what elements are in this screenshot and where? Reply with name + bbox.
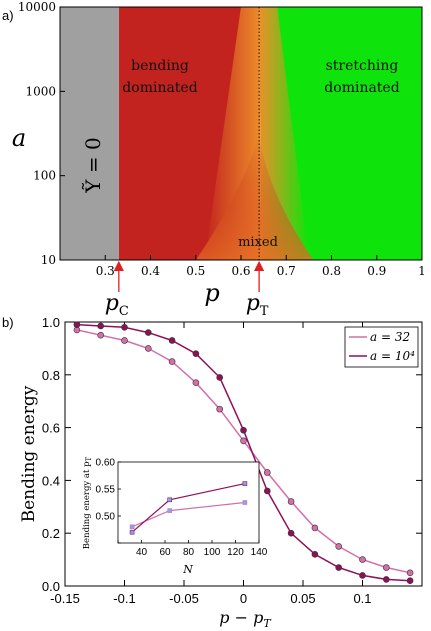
series-point-1 xyxy=(97,322,104,330)
series-point-1 xyxy=(168,337,176,344)
series-point-0 xyxy=(335,543,343,550)
heatmap-axes: 0.3 0.4 0.5 0.6 0.7 0.8 0.9 1 10 100 1000 10000 xyxy=(18,0,426,278)
series-point-0 xyxy=(287,498,295,505)
y-tick-label: 0.6 xyxy=(42,421,60,436)
y-tick-label: 0.0 xyxy=(42,579,60,594)
bending-axes: -0.15 -0.1 -0.05 0 0.05 0.1 0.0 0.2 0.4 0.6 0.8 1.0 xyxy=(42,315,422,606)
inset-x-tick-label: 40 xyxy=(136,547,148,558)
series-point-0 xyxy=(311,524,319,532)
x-tick-label: 0.6 xyxy=(231,264,250,278)
inset-series-point-1 xyxy=(242,481,248,486)
x-tick-label: -0.1 xyxy=(113,591,135,606)
region-label-bending-1: bending xyxy=(131,58,189,74)
series-point-0 xyxy=(97,331,104,339)
series-point-0 xyxy=(406,569,414,577)
legend-label-a1e4: a = 10⁴ xyxy=(370,349,415,363)
x-tick-label: 0 xyxy=(240,591,247,606)
x-tick-label: 0.8 xyxy=(322,264,341,278)
bending-x-axis-label: p − pT xyxy=(219,608,272,630)
x-tick-label: 0.5 xyxy=(186,264,205,278)
region-label-zero-modulus: Ỹ = 0 xyxy=(81,137,105,193)
marker-label-pT: pT xyxy=(246,291,269,319)
y-tick-label: 0.2 xyxy=(42,526,60,541)
series-point-1 xyxy=(263,487,271,495)
series-point-1 xyxy=(73,321,81,328)
x-tick-label: 0.4 xyxy=(141,264,160,278)
x-tick-label: 0.3 xyxy=(96,264,115,278)
x-tick-label: 0.1 xyxy=(353,591,371,606)
x-tick-label: 0.9 xyxy=(367,264,386,278)
series-point-0 xyxy=(168,358,176,365)
region-zero-modulus xyxy=(60,7,119,260)
inset-series-point-1 xyxy=(167,497,172,503)
region-label-bending-2: dominated xyxy=(122,80,197,96)
heatmap-x-axis-label: p xyxy=(204,279,219,307)
series-point-0 xyxy=(263,469,271,476)
panel-b-label: b) xyxy=(2,315,14,330)
series-point-0 xyxy=(240,437,247,445)
inset-x-tick-label: 80 xyxy=(183,547,195,558)
series-point-1 xyxy=(121,323,128,331)
y-tick-label: 1000 xyxy=(25,84,56,98)
series-point-1 xyxy=(287,529,295,537)
inset-x-axis-label: N xyxy=(182,563,193,576)
y-tick-label: 10000 xyxy=(18,0,56,14)
inset-y-axis-label: Bending energy at pT xyxy=(82,456,93,549)
inset-series-point-0 xyxy=(129,524,135,530)
series-point-1 xyxy=(406,577,414,585)
marker-label-pC: pC xyxy=(105,291,129,319)
series-point-1 xyxy=(335,564,343,571)
y-tick-label: 1.0 xyxy=(42,315,60,330)
panel-a-label: a) xyxy=(2,8,14,23)
inset-series-point-1 xyxy=(129,529,135,535)
inset-x-tick-label: 120 xyxy=(227,547,244,558)
series-point-1 xyxy=(216,374,223,381)
series-point-0 xyxy=(216,405,223,413)
inset-series-point-0 xyxy=(167,508,172,513)
inset-x-tick-label: 60 xyxy=(159,547,171,558)
series-point-1 xyxy=(192,350,200,357)
y-tick-label: 100 xyxy=(33,169,56,183)
region-label-mixed: mixed xyxy=(238,235,278,250)
inset-series-point-0 xyxy=(242,500,248,505)
series-point-1 xyxy=(240,426,247,434)
heatmap-y-axis-label: a xyxy=(12,124,26,152)
heatmap-region-labels: bending dominated stretching dominated m… xyxy=(81,58,400,250)
x-tick-label: -0.15 xyxy=(50,591,80,606)
y-tick-label: 0.4 xyxy=(42,473,60,488)
x-tick-label: 1 xyxy=(418,264,426,278)
region-mixed-glow xyxy=(195,135,314,260)
x-tick-label: 0.7 xyxy=(277,264,296,278)
bending-y-axis-label: Bending energy xyxy=(19,385,39,522)
inset-y-tick-label: 0.50 xyxy=(96,512,116,523)
series-point-1 xyxy=(359,572,366,579)
critical-point-markers: pC pT xyxy=(105,260,269,319)
series-point-1 xyxy=(311,551,319,558)
series-point-0 xyxy=(145,345,152,352)
inset-y-tick-label: 0.60 xyxy=(96,458,116,469)
bending-legend: a = 32 a = 10⁴ xyxy=(344,326,419,368)
y-tick-label: 0.8 xyxy=(42,368,60,383)
region-label-stretching-2: dominated xyxy=(324,80,399,96)
y-tick-label: 10 xyxy=(41,253,56,267)
legend-label-a32: a = 32 xyxy=(370,330,410,344)
bending-series xyxy=(73,321,414,585)
inset-x-tick-label: 140 xyxy=(251,547,268,558)
legend-box xyxy=(344,326,419,368)
series-point-1 xyxy=(145,329,152,336)
series-point-0 xyxy=(121,337,128,344)
inset-plot: 40 60 80 100 120 140 0.50 0.55 0.60 xyxy=(96,458,268,559)
x-tick-label: 0.05 xyxy=(290,591,315,606)
series-point-1 xyxy=(382,576,390,583)
series-point-0 xyxy=(359,556,366,563)
series-point-0 xyxy=(382,564,390,571)
region-label-stretching-1: stretching xyxy=(326,58,399,74)
x-tick-label: -0.05 xyxy=(169,591,199,606)
series-point-0 xyxy=(192,379,200,387)
heatmap-plot-area xyxy=(60,7,422,260)
inset-x-tick-label: 100 xyxy=(204,547,221,558)
inset-frame xyxy=(117,461,260,544)
inset-y-tick-label: 0.55 xyxy=(96,485,116,496)
